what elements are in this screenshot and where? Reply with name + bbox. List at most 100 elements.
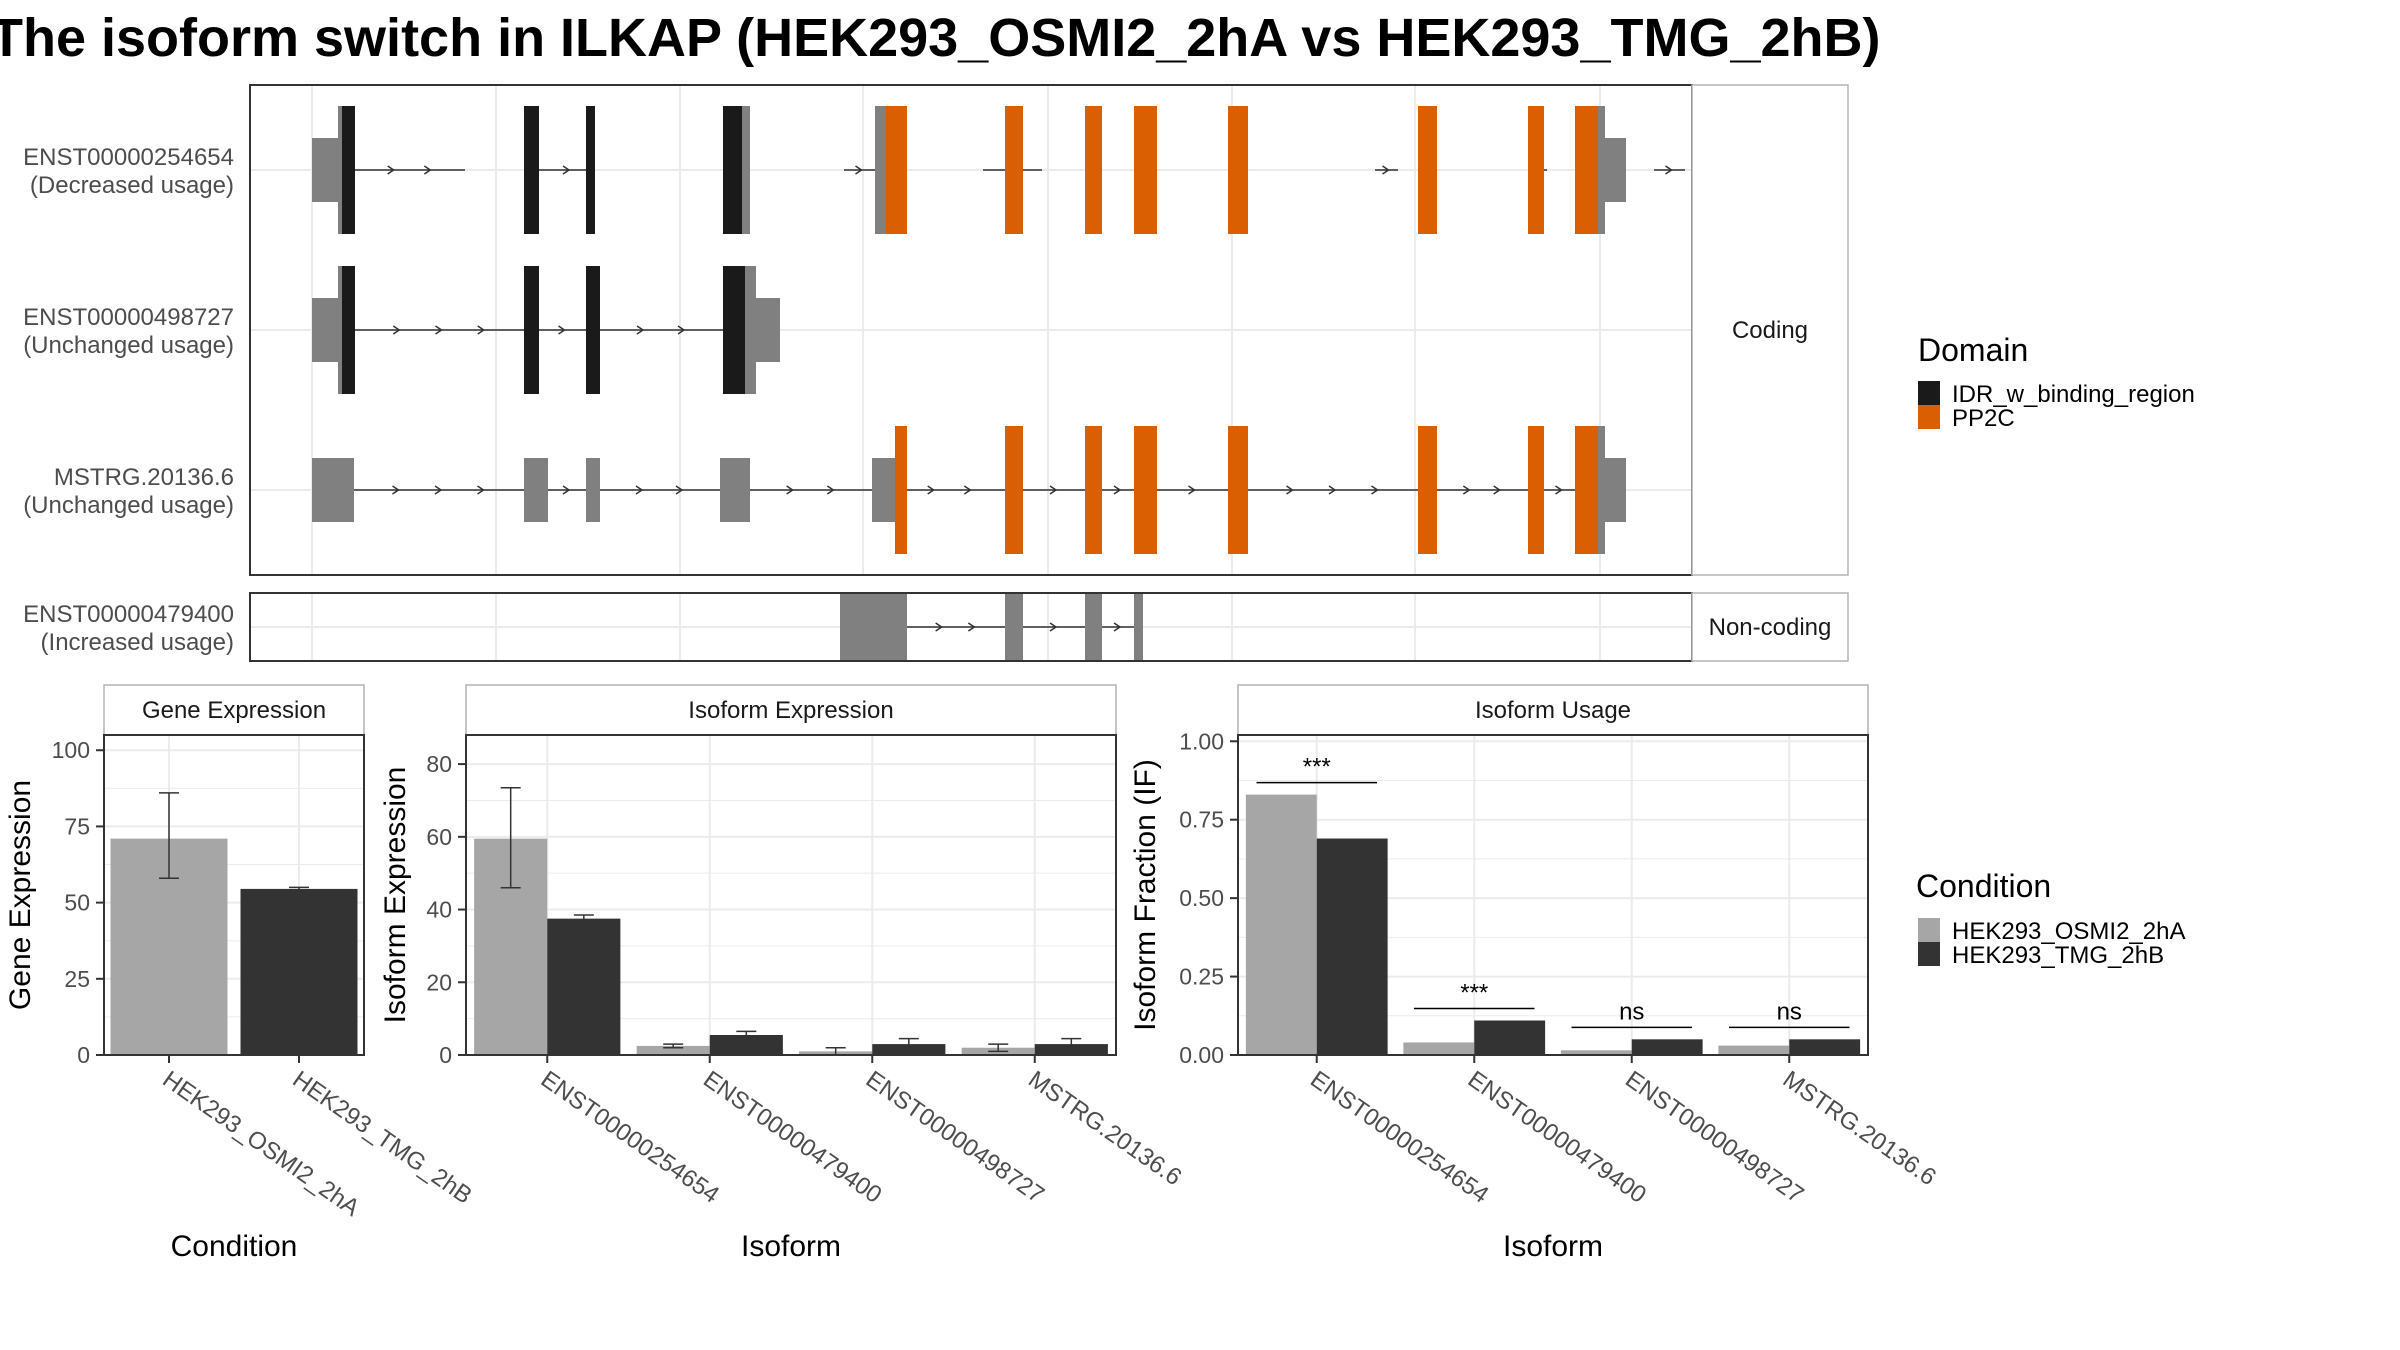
- x-tick-label: ENST00000498727: [861, 1066, 1049, 1209]
- y-tick-label: 0.25: [1179, 964, 1224, 990]
- exon: [1598, 426, 1605, 554]
- domain-legend: Domain IDR_w_binding_region PP2C: [1918, 332, 2195, 432]
- coding-strip: [1691, 84, 1849, 576]
- intron-arrow: [1049, 485, 1058, 495]
- facet-strip: [1237, 684, 1869, 736]
- bar: [636, 1045, 710, 1055]
- intron-arrow: [562, 485, 571, 495]
- significance-label: ns: [1619, 998, 1644, 1025]
- pp2c-domain-segment: [886, 106, 907, 234]
- exon: [742, 106, 750, 234]
- exon: [745, 266, 756, 394]
- exon: [1598, 106, 1605, 234]
- intron-arrow: [1493, 485, 1502, 495]
- pp2c-domain-segment: [1134, 106, 1157, 234]
- utr-segment: [312, 458, 354, 522]
- noncoding-strip: [1691, 592, 1849, 662]
- noncoding-exon: [1085, 593, 1102, 661]
- pp2c-domain-segment: [1575, 106, 1598, 234]
- transcript-id-label: MSTRG.20136.6: [54, 464, 234, 491]
- pp2c-domain-segment: [1085, 106, 1102, 234]
- legend-label-pp2c: PP2C: [1952, 405, 2015, 432]
- significance-label: ns: [1777, 998, 1802, 1025]
- legend-key-condition-a: [1918, 918, 1940, 942]
- legend-label-condition-b: HEK293_TMG_2hB: [1952, 942, 2164, 969]
- y-tick-label: 40: [426, 897, 452, 923]
- intron-arrow: [562, 165, 571, 175]
- utr-segment: [524, 458, 548, 522]
- chart-title: Isoform Expression: [688, 697, 893, 724]
- intron-arrow: [1555, 485, 1563, 495]
- intron-arrow: [477, 325, 486, 335]
- idr-domain-segment: [524, 266, 539, 394]
- noncoding-strip-label: Non-coding: [1709, 614, 1832, 641]
- pp2c-domain-segment: [1528, 426, 1544, 554]
- utr-segment: [312, 298, 340, 362]
- idr-domain-segment: [524, 106, 539, 234]
- y-axis-title: Isoform Expression: [379, 767, 412, 1024]
- legend-key-pp2c: [1918, 405, 1940, 429]
- pp2c-domain-segment: [1228, 426, 1248, 554]
- transcript-usage-label: (Unchanged usage): [23, 332, 234, 359]
- chart-title: Isoform Usage: [1475, 697, 1631, 724]
- noncoding-exon: [840, 593, 907, 661]
- y-tick-label: 0: [77, 1042, 90, 1068]
- y-tick-label: 50: [64, 890, 90, 916]
- legend-label-condition-a: HEK293_OSMI2_2hA: [1952, 918, 2185, 945]
- intron-arrow: [635, 485, 644, 495]
- intron-arrow: [434, 485, 443, 495]
- isoform-expression-chart: Isoform Expression 0 20 40 60 80 ENST000002546…: [379, 684, 1186, 1263]
- y-tick-label: 1.00: [1179, 728, 1224, 754]
- y-tick-label: 25: [64, 966, 90, 992]
- bar: [1718, 1045, 1790, 1055]
- transcript-usage-label: (Decreased usage): [30, 172, 234, 199]
- x-tick-label: MSTRG.20136.6: [1778, 1066, 1941, 1191]
- idr-domain-segment: [723, 266, 745, 394]
- y-tick-label: 0.50: [1179, 885, 1224, 911]
- condition-legend-title: Condition: [1916, 868, 2051, 904]
- bar: [1403, 1042, 1475, 1055]
- bar: [547, 918, 621, 1055]
- transcript-id-label: ENST00000479400: [23, 601, 234, 628]
- pp2c-domain-segment: [1418, 106, 1437, 234]
- x-tick-label: MSTRG.20136.6: [1023, 1066, 1186, 1191]
- isoform-usage-chart: Isoform Usage *** *** ns ns 0.00 0.25 0.50 0.75 1…: [1129, 684, 1941, 1263]
- coding-strip-label: Coding: [1732, 317, 1808, 344]
- pp2c-domain-segment: [895, 426, 907, 554]
- transcript-usage-label: (Increased usage): [41, 629, 234, 656]
- bar: [1789, 1039, 1861, 1055]
- exon: [875, 106, 886, 234]
- utr-segment: [872, 458, 895, 522]
- figure-title: The isoform switch in ILKAP (HEK293_OSMI…: [0, 8, 1881, 68]
- y-tick-label: 75: [64, 813, 90, 839]
- pp2c-domain-segment: [1575, 426, 1598, 554]
- idr-domain-segment: [586, 266, 600, 394]
- intron-arrow: [1665, 165, 1673, 175]
- x-axis-title: Isoform: [741, 1230, 841, 1263]
- legend-label-idr: IDR_w_binding_region: [1952, 381, 2195, 408]
- intron-arrow: [1049, 622, 1058, 632]
- pp2c-domain-segment: [1005, 106, 1023, 234]
- idr-domain-segment: [586, 106, 595, 234]
- intron-arrow: [675, 485, 684, 495]
- transcript-structure-panel: ENST00000254654(Decreased usage) ENST0000…: [23, 84, 1849, 662]
- significance-label: ***: [1303, 754, 1331, 781]
- intron-arrow: [1188, 485, 1196, 495]
- idr-domain-segment: [342, 106, 355, 234]
- intron-arrow: [963, 485, 972, 495]
- y-tick-label: 20: [426, 969, 452, 995]
- legend-key-condition-b: [1918, 942, 1940, 966]
- intron-arrow: [1371, 485, 1379, 495]
- intron-arrow: [423, 165, 432, 175]
- intron-arrow: [636, 325, 645, 335]
- intron-arrow: [387, 165, 396, 175]
- intron-arrow: [435, 325, 443, 335]
- plot-panel-border: [103, 734, 365, 1056]
- y-tick-label: 80: [426, 751, 452, 777]
- transcript-usage-label: (Unchanged usage): [23, 492, 234, 519]
- intron-arrow: [786, 485, 795, 495]
- utr-segment: [756, 298, 780, 362]
- bar: [1631, 1039, 1703, 1055]
- facet-strip: [103, 684, 365, 736]
